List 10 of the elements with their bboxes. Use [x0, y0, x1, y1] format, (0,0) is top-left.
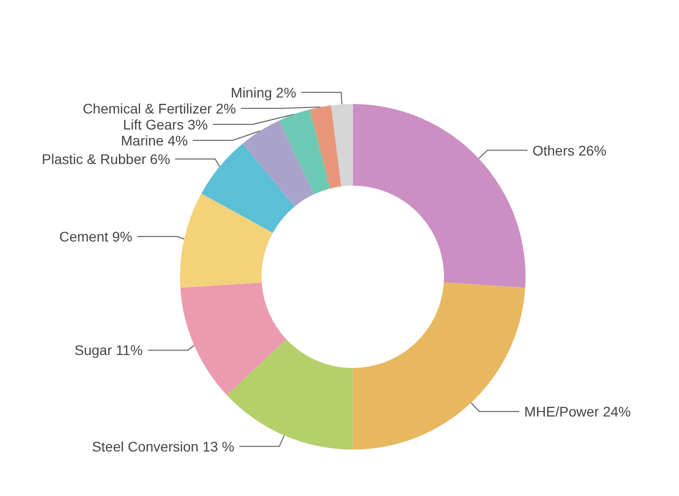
- slice-label: Steel Conversion 13 %: [92, 438, 234, 454]
- slice-label: Sugar 11%: [74, 342, 143, 358]
- slice-label: MHE/Power 24%: [524, 404, 631, 420]
- slice-label: Lift Gears 3%: [123, 116, 208, 132]
- slice-label: Others 26%: [532, 142, 606, 158]
- slice-label: Mining 2%: [230, 84, 296, 100]
- slice-label: Marine 4%: [120, 132, 188, 148]
- slice-label: Chemical & Fertilizer 2%: [82, 100, 236, 116]
- slice-label: Plastic & Rubber 6%: [42, 151, 170, 168]
- slice-label: Cement 9%: [59, 228, 132, 244]
